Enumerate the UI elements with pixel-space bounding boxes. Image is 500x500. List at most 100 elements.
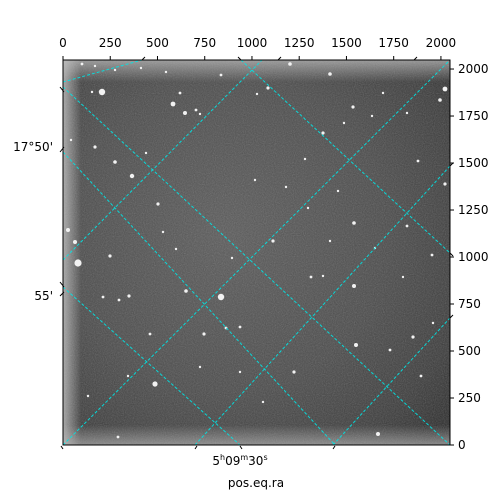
star [253,178,257,182]
grid-line [63,60,143,83]
star [90,90,94,94]
x-tick-label: 250 [99,36,122,50]
star [238,370,242,374]
star [271,239,275,243]
star [98,88,106,96]
x-axis-title: pos.eq.ra [228,476,284,490]
star [405,111,409,115]
star [174,247,178,251]
star [438,98,442,102]
star [255,92,259,96]
star [352,284,356,288]
star [261,400,265,404]
star [73,240,77,244]
grid-line [63,60,263,261]
star [66,228,70,232]
star [161,230,165,234]
star [381,91,385,95]
star [303,157,307,161]
star [370,114,374,118]
ra-tick-h-sup: h [220,453,225,462]
star [336,189,340,193]
star [321,274,325,278]
star [354,343,358,347]
ra-tick-seconds: 30 [248,454,263,468]
star [198,112,202,116]
x-tick-label: 1500 [331,36,362,50]
star [411,335,415,339]
x-tick-label: 500 [146,36,169,50]
star [376,432,380,436]
star [288,62,292,66]
x-tick-label: 750 [193,36,216,50]
star [419,374,423,378]
star [328,239,332,243]
ra-tick-s-sup: s [263,453,267,462]
star [127,294,131,298]
grid-line [63,60,450,445]
ra-tick-label: 5h09m30s [212,453,267,468]
star-field [66,62,448,439]
grid-line [240,60,450,254]
star [401,275,405,279]
star [405,224,409,228]
star [184,289,188,293]
star [148,332,152,336]
x-pixel-axis: 0 250 500 750 1000 1250 1500 1750 2000 [59,36,456,60]
y-tick-label: 0 [458,438,466,452]
x-tick-label: 1750 [378,36,409,50]
star [117,298,121,302]
star [93,64,97,68]
star [139,66,143,70]
grid-line [63,286,241,445]
ra-tick-minutes: 09 [225,454,240,468]
y-tick-label: 1750 [458,109,489,123]
grid-line [63,151,336,445]
y-tick-label: 1500 [458,156,489,170]
star [80,62,84,66]
y-tick-label: 500 [458,344,481,358]
star [321,131,325,135]
star [266,86,270,90]
world-coordinate-ticks [59,56,454,450]
star [443,182,447,186]
y-tick-label: 750 [458,297,481,311]
star [108,254,112,258]
star [430,253,434,257]
star [194,108,198,112]
star [164,70,168,74]
star [129,173,135,179]
x-tick-label: 2000 [426,36,457,50]
y-tick-label: 1250 [458,203,489,217]
star [351,105,355,109]
star [284,185,288,189]
x-tick-label: 1250 [284,36,315,50]
star [328,72,332,76]
star [416,159,420,163]
star [217,293,225,301]
ra-tick-hours: 5 [212,454,220,468]
grid-line [332,317,450,445]
star [101,295,105,299]
dec-tick-label-50: 17°50' [13,140,53,154]
star [113,160,117,164]
star [219,73,223,77]
star [306,206,310,210]
x-tick-label: 1000 [237,36,268,50]
x-tick-label: 0 [59,36,67,50]
coordinate-grid [63,60,450,445]
star [113,68,117,72]
star [152,381,158,387]
star [238,325,242,329]
star [156,202,160,206]
ra-tick-m-sup: m [240,453,248,462]
star [178,91,182,95]
y-tick-label: 2000 [458,62,489,76]
star [230,256,234,260]
y-pixel-axis: 0 250 500 750 1000 1250 1500 1750 2000 [450,62,489,452]
star [431,321,435,325]
grid-line [63,86,450,445]
plot-frame [62,59,451,446]
star [144,151,148,155]
